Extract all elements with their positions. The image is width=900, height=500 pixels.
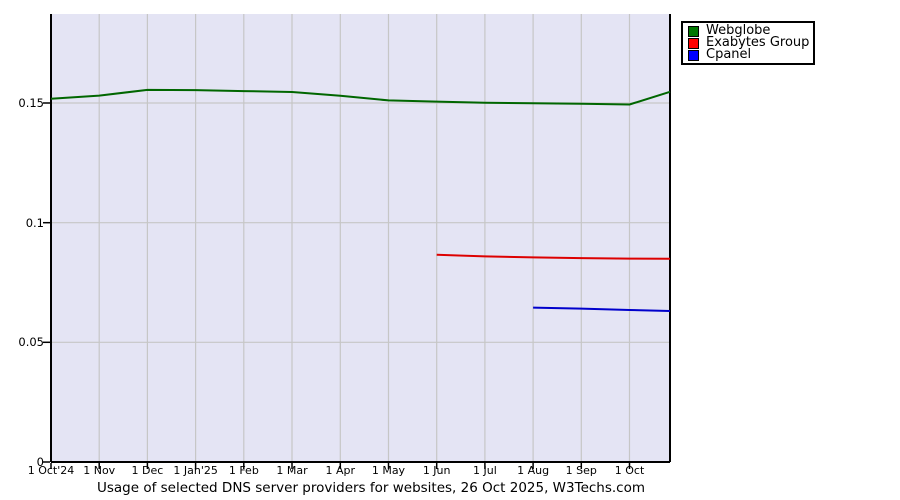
legend: Webglobe Exabytes Group Cpanel bbox=[681, 21, 815, 65]
x-tick-label: 1 Jul bbox=[472, 464, 497, 477]
legend-item-webglobe: Webglobe bbox=[688, 23, 809, 38]
legend-label-webglobe: Webglobe bbox=[706, 23, 771, 38]
legend-item-exabytes-group: Exabytes Group bbox=[688, 35, 810, 50]
plot-svg bbox=[43, 14, 671, 469]
x-tick-label: 1 Jun bbox=[422, 464, 451, 477]
chart-title: Usage of selected DNS server providers f… bbox=[96, 480, 646, 496]
plot-area bbox=[43, 14, 671, 469]
x-tick-label: 1 Mar bbox=[276, 464, 308, 477]
legend-swatch-webglobe bbox=[688, 25, 699, 37]
y-tick-label: 0.1 bbox=[25, 215, 44, 230]
y-tick-label: 0.05 bbox=[18, 335, 44, 350]
x-tick-label: 1 Nov bbox=[83, 464, 116, 477]
x-tick-label: 1 Dec bbox=[131, 464, 164, 477]
legend-label-cpanel: Cpanel bbox=[706, 47, 752, 62]
x-tick-label: 1 Oct bbox=[614, 464, 645, 477]
x-tick-label: 1 Jan'25 bbox=[173, 464, 218, 477]
x-tick-label: 1 Apr bbox=[325, 464, 356, 477]
x-tick-label: 1 Aug bbox=[517, 464, 550, 477]
legend-swatch-exabytes-group bbox=[688, 37, 699, 49]
x-tick-label: 1 Feb bbox=[228, 464, 259, 477]
legend-item-cpanel: Cpanel bbox=[688, 47, 809, 62]
legend-label-exabytes-group: Exabytes Group bbox=[706, 35, 810, 50]
y-tick-label: 0.15 bbox=[18, 96, 44, 111]
y-tick-label: 0 bbox=[36, 455, 44, 469]
x-tick-label: 1 Sep bbox=[565, 464, 597, 477]
legend-swatch-cpanel bbox=[688, 49, 699, 61]
x-tick-label: 1 Oct'24 bbox=[27, 464, 75, 477]
x-tick-label: 1 May bbox=[371, 464, 406, 477]
